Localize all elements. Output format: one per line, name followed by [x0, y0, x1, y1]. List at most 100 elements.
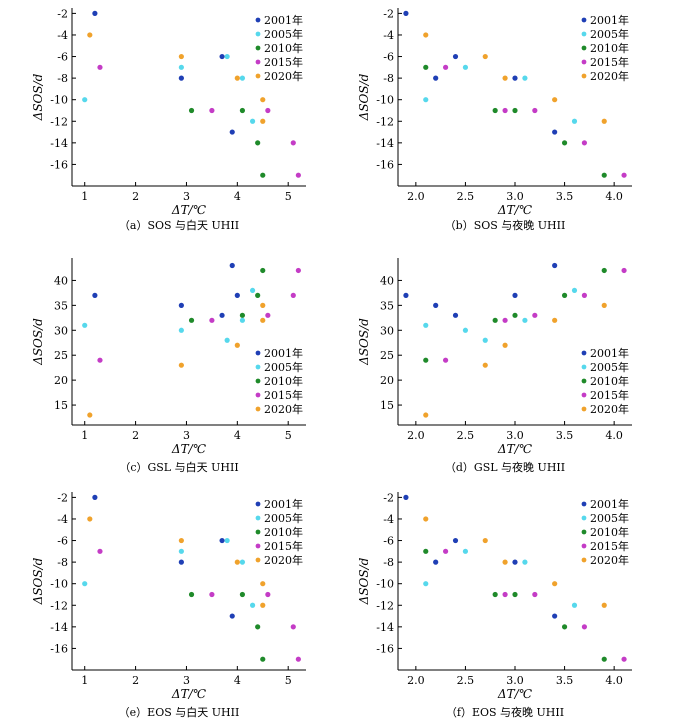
x-tick-label: 2.5: [457, 674, 475, 687]
legend-label: 2015年: [264, 539, 303, 553]
legend-label: 2005年: [264, 360, 303, 374]
data-point: [260, 581, 266, 587]
data-point: [219, 312, 225, 318]
y-tick-label: -4: [57, 29, 68, 42]
legend-marker: [255, 406, 261, 412]
legend-label: 2005年: [590, 360, 629, 374]
data-point: [452, 537, 459, 544]
data-point: [290, 292, 296, 298]
data-point: [403, 292, 409, 298]
x-tick-label: 1: [81, 429, 88, 442]
data-point: [239, 591, 246, 598]
data-point: [423, 581, 429, 587]
legend-marker: [581, 501, 587, 507]
data-point: [492, 317, 498, 323]
legend-marker: [581, 406, 587, 412]
data-point: [442, 357, 449, 363]
y-tick-label: 40: [380, 274, 394, 287]
panel-caption: （e）EOS 与白天 UHII: [119, 705, 240, 719]
data-point: [601, 602, 607, 608]
data-point: [532, 591, 538, 598]
data-point: [492, 107, 498, 114]
legend-marker: [255, 31, 261, 37]
data-point: [433, 302, 439, 308]
data-point: [571, 118, 578, 124]
legend-marker: [581, 17, 587, 23]
data-point: [502, 342, 508, 348]
data-point: [423, 32, 429, 38]
legend-marker: [255, 73, 261, 79]
chart-panel-1: 1 2 3 4 5 -2 -4 -6 -8 -10 -12 -14 -16 ΔT/℃ ΔSOS/d 2001年…: [31, 7, 306, 232]
data-point: [255, 292, 261, 298]
x-tick-label: 3: [183, 190, 190, 203]
x-tick-label: 5: [285, 674, 292, 687]
data-point: [552, 97, 558, 103]
data-point: [209, 317, 215, 323]
legend-label: 2005年: [264, 27, 303, 41]
y-tick-label: -4: [383, 513, 394, 526]
y-axis-label: ΔSOS/d: [357, 73, 371, 121]
data-point: [219, 537, 225, 544]
y-tick-label: -12: [50, 115, 68, 128]
y-tick-label: -12: [376, 115, 394, 128]
y-tick-label: -14: [50, 137, 68, 150]
data-point: [601, 302, 607, 308]
data-point: [290, 140, 296, 146]
data-point: [423, 64, 429, 70]
y-tick-label: -14: [376, 621, 394, 634]
data-point: [97, 357, 103, 363]
data-point: [512, 559, 518, 565]
data-point: [265, 591, 271, 598]
x-tick-label: 5: [285, 190, 292, 203]
legend-label: 2005年: [590, 511, 629, 525]
data-point: [423, 322, 429, 328]
data-point: [552, 262, 558, 269]
data-point: [482, 337, 488, 343]
x-tick-label: 3.0: [506, 429, 524, 442]
x-tick-label: 2.5: [457, 190, 475, 203]
data-point: [260, 602, 266, 608]
legend-marker: [255, 501, 261, 507]
y-tick-label: -10: [50, 578, 68, 591]
data-point: [295, 267, 301, 274]
y-tick-label: -10: [50, 94, 68, 107]
data-point: [502, 591, 508, 598]
x-axis-label: ΔT/℃: [497, 203, 533, 217]
y-tick-label: -8: [383, 72, 394, 85]
data-point: [423, 412, 429, 418]
legend-marker: [581, 557, 587, 563]
data-point: [92, 10, 98, 16]
data-point: [234, 75, 240, 81]
data-point: [502, 107, 508, 114]
x-axis-label: ΔT/℃: [497, 442, 533, 456]
x-tick-label: 4: [234, 190, 241, 203]
data-point: [621, 656, 627, 662]
legend-label: 2020年: [264, 402, 303, 416]
data-point: [188, 317, 195, 323]
data-point: [581, 624, 588, 630]
y-tick-label: -8: [383, 556, 394, 569]
data-point: [260, 172, 266, 178]
legend-label: 2010年: [590, 525, 629, 539]
legend-label: 2010年: [264, 41, 303, 55]
y-tick-label: -14: [50, 621, 68, 634]
data-point: [229, 262, 235, 269]
x-tick-label: 4: [234, 429, 241, 442]
legend-label: 2015年: [264, 388, 303, 402]
y-tick-label: 30: [54, 324, 68, 337]
data-point: [209, 591, 215, 598]
data-point: [255, 140, 261, 146]
legend-label: 2010年: [590, 41, 629, 55]
y-tick-label: -6: [57, 51, 68, 64]
x-tick-label: 4: [234, 674, 241, 687]
legend-label: 2010年: [590, 374, 629, 388]
chart-panel-6: 2.0 2.5 3.0 3.5 4.0 -2 -4 -6 -8 -10 -12 -14 -16 ΔT/℃ Δ…: [357, 491, 632, 719]
panel-caption: （d）GSL 与夜晚 UHII: [445, 460, 565, 474]
x-axis-label: ΔT/℃: [497, 687, 533, 701]
data-point: [433, 559, 439, 565]
data-point: [462, 548, 469, 554]
x-tick-label: 2: [132, 429, 139, 442]
